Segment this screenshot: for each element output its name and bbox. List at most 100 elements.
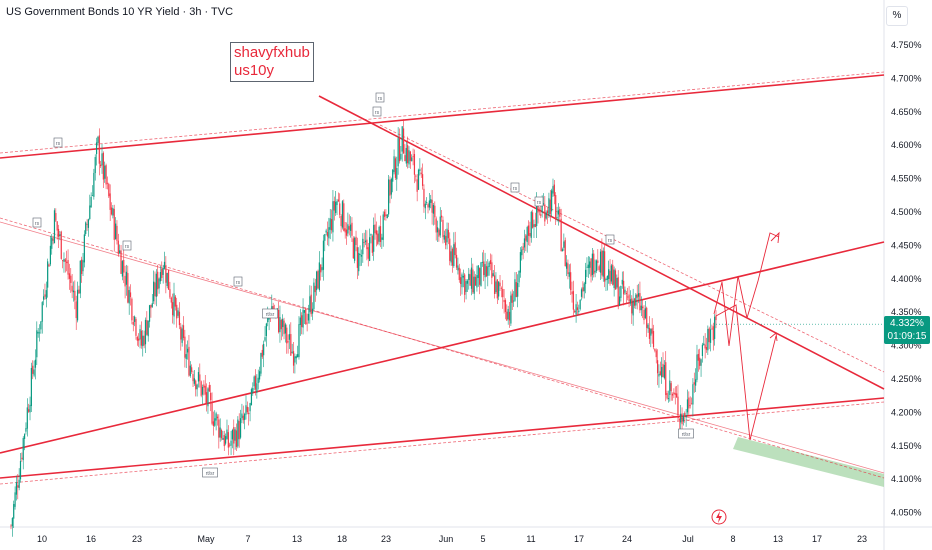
candle-body <box>513 300 515 302</box>
candle-body <box>658 373 660 377</box>
x-tick-label: 18 <box>337 534 347 544</box>
candle-body <box>40 321 42 330</box>
candle-body <box>593 253 595 275</box>
candle-body <box>412 156 414 158</box>
swing-label: rs <box>125 244 130 250</box>
candle-body <box>476 275 478 288</box>
candle-body <box>408 150 410 165</box>
swing-label: rs <box>537 200 542 206</box>
candle-body <box>322 240 325 270</box>
candle-body <box>292 351 295 366</box>
percent-scale-button[interactable]: % <box>886 6 908 26</box>
candle-body <box>97 136 99 143</box>
candle-body <box>579 299 581 310</box>
candle-body <box>627 296 629 298</box>
candle-body <box>398 138 401 162</box>
falling-channel-dashed <box>0 217 885 479</box>
candle-body <box>419 169 421 171</box>
swing-label-box <box>202 467 218 478</box>
candle-body <box>174 296 176 307</box>
candle-body <box>200 381 202 396</box>
candle-body <box>561 249 564 252</box>
candle-body <box>146 320 148 335</box>
candle-body <box>74 290 76 301</box>
candle-body <box>305 308 307 325</box>
candle-body <box>367 247 369 259</box>
candle-body <box>485 266 488 277</box>
candle-body <box>116 225 118 241</box>
candle-body <box>378 226 380 242</box>
candle-body <box>705 347 708 350</box>
y-tick-label: 4.300% <box>891 341 922 351</box>
candle-body <box>614 270 617 290</box>
candle-body <box>449 238 451 261</box>
x-tick-label: 23 <box>857 534 867 544</box>
candle-body <box>688 397 690 409</box>
swing-label: rs <box>35 221 40 227</box>
candle-body <box>709 329 712 343</box>
candle-body <box>587 264 589 268</box>
candle-body <box>409 151 411 161</box>
candle-body <box>280 319 282 330</box>
candle-body <box>95 142 98 155</box>
candle-body <box>71 285 73 292</box>
candle-body <box>661 367 663 378</box>
candle-body <box>474 276 477 286</box>
candle-body <box>648 327 651 339</box>
candle-body <box>545 212 547 219</box>
candle-body <box>431 199 433 213</box>
candle-body <box>556 217 558 218</box>
candle-body <box>684 413 686 417</box>
candle-body <box>303 310 306 313</box>
candle-body <box>355 236 357 246</box>
candle-body <box>311 308 314 314</box>
candle-body <box>362 238 364 255</box>
candle-body <box>282 318 284 328</box>
candle-body <box>181 328 183 343</box>
candle-body <box>129 292 132 297</box>
candle-body <box>424 203 426 209</box>
candle-body <box>144 319 147 345</box>
candle-body <box>214 418 216 426</box>
candle-body <box>299 317 301 325</box>
candle-body <box>521 249 523 256</box>
candle-body <box>158 278 160 289</box>
candle-body <box>298 324 300 358</box>
swing-label: rs <box>236 280 241 286</box>
annotation-note: shavyfxhub us10y <box>230 42 314 82</box>
y-tick-label: 4.100% <box>891 474 922 484</box>
candle-body <box>616 277 618 288</box>
candle-body <box>89 205 91 219</box>
candle-body <box>234 429 236 441</box>
candle-body <box>41 302 43 322</box>
projection-arrowhead <box>769 332 778 342</box>
candle-body <box>563 241 565 248</box>
candle-body <box>388 179 390 215</box>
candle-body <box>445 235 447 246</box>
candle-body <box>291 351 293 353</box>
candle-body <box>148 305 151 322</box>
candle-body <box>295 356 297 359</box>
candle-body <box>189 365 191 376</box>
candle-body <box>542 203 545 205</box>
candle-body <box>689 405 691 407</box>
candle-body <box>212 421 214 426</box>
candle-body <box>375 230 378 235</box>
swing-label-box <box>375 92 385 103</box>
candle-body <box>364 240 367 243</box>
candle-body <box>498 281 500 297</box>
candle-body <box>108 183 110 197</box>
candle-body <box>326 232 329 237</box>
candle-body <box>167 269 170 290</box>
candle-body <box>26 407 28 429</box>
candle-body <box>441 215 443 218</box>
candle-body <box>125 271 128 285</box>
candle-body <box>390 178 392 195</box>
candle-body <box>98 135 100 164</box>
candle-body <box>153 281 155 302</box>
candle-body <box>629 299 632 304</box>
candle-body <box>711 328 713 330</box>
candle-body <box>219 427 221 438</box>
candle-body <box>468 273 470 281</box>
